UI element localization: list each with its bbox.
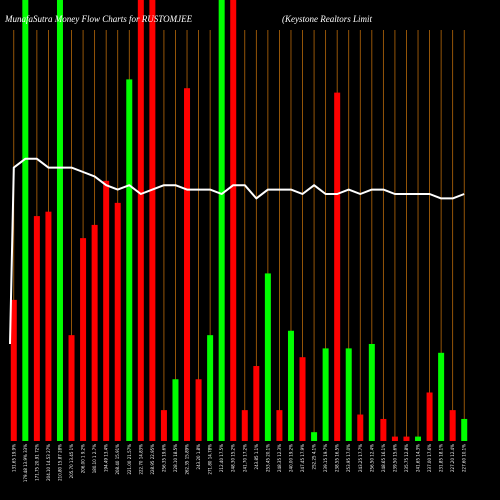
x-tick-label: 205.70 13.45 1% (69, 444, 74, 479)
x-tick-label: 204.10 14.53 27% (46, 444, 51, 481)
bar (403, 436, 410, 441)
bar (160, 410, 167, 441)
x-tick-label: 237.00 17.6% (427, 444, 432, 472)
bar (137, 0, 144, 441)
x-tick-label: 243.20 1.8% (196, 444, 201, 470)
x-tick-label: 243.25 17.7% (358, 444, 363, 472)
bar (461, 418, 468, 441)
x-tick-label: 180.10 1 2.7% (92, 444, 97, 473)
x-tick-label: 208.40 15.91% (115, 444, 120, 475)
bar (276, 410, 283, 441)
bar (368, 343, 375, 441)
money-flow-line-layer (9, 157, 465, 345)
bar (91, 224, 98, 441)
bar (345, 348, 352, 441)
bar (334, 92, 341, 442)
bar (253, 366, 260, 441)
x-tick-label: 253.45 20.1% (265, 444, 270, 472)
x-tick-label: 206.00 1 9.2% (81, 444, 86, 473)
x-tick-label: 243.85 1.1% (254, 444, 259, 470)
bars (10, 0, 468, 442)
x-tick-label: 247.45 17.9% (300, 444, 305, 472)
bar (80, 238, 87, 441)
bar (114, 202, 121, 441)
bar (207, 335, 214, 441)
bar (126, 79, 133, 441)
bar (426, 392, 433, 441)
x-tick-label: 227.60 10.1% (462, 444, 467, 472)
x-tick-label: 228.95 22.95% (150, 444, 155, 475)
bar (287, 330, 294, 441)
bar (195, 379, 202, 441)
bar (449, 410, 456, 441)
bar (438, 352, 445, 441)
bar (264, 273, 271, 441)
bar (218, 0, 225, 441)
x-tick-label: 131.65 19.9% (11, 444, 16, 472)
x-tick-label: 271.80 14.78% (208, 444, 213, 475)
x-tick-label: 221.00 21.57% (127, 444, 132, 475)
x-tick-label: 179.48 13.9% 33% (23, 444, 28, 482)
bar (241, 410, 248, 441)
x-tick-label: 228.10 18.5% (173, 444, 178, 472)
x-tick-label: 256.35 19.6% (161, 444, 166, 472)
x-tick-label: 253.95 17.0% (346, 444, 351, 472)
x-tick-label: 171.75 20.91 72% (34, 444, 39, 481)
x-tick-label: 262.35 15.89% (185, 444, 190, 475)
x-tick-label: 248.35 12.3% (277, 444, 282, 472)
bar (10, 299, 17, 441)
bar (68, 335, 75, 441)
x-tick-label: 239.50 15.6% (392, 444, 397, 472)
bar (299, 357, 306, 441)
bar (56, 0, 63, 441)
bar (415, 436, 422, 441)
bar (311, 432, 318, 441)
x-tick-label: 227.20 12.4% (450, 444, 455, 472)
x-tick-label: 248.30 15.2% (231, 444, 236, 472)
bar (357, 414, 364, 441)
bar (380, 418, 387, 441)
bar (149, 0, 156, 441)
bar (33, 216, 40, 441)
x-tick-labels: 131.65 19.9% 179.48 13.9% 33% 171.75 20.91… (11, 444, 466, 482)
x-tick-label: 239.15 19.7% (323, 444, 328, 472)
x-tick-label: 194.49 13.4% (104, 444, 109, 472)
money-flow-line (9, 157, 465, 345)
bar (103, 180, 110, 441)
bar (230, 0, 237, 441)
chart-title: MunafaSutra Money Flow Charts for RUSTOM… (4, 14, 193, 24)
x-tick-label: 222.70 14.83% (138, 444, 143, 475)
x-tick-label: 241.65 14.3% (416, 444, 421, 472)
bar (184, 88, 191, 441)
x-tick-label: 248.65 16.1% (381, 444, 386, 472)
x-tick-label: 235.75 12.8% (404, 444, 409, 472)
x-tick-label: 241.70 17.2% (242, 444, 247, 472)
chart-subtitle: (Keystone Realtors Limit (282, 14, 372, 24)
bar (391, 436, 398, 441)
x-tick-label: 256.50 12.4% (369, 444, 374, 472)
x-tick-label: 238.55 16.5% (335, 444, 340, 472)
x-tick-label: 240.00 19.2% (288, 444, 293, 472)
x-tick-label: 231.85 18.1% (439, 444, 444, 472)
bar (172, 379, 179, 441)
bar (22, 0, 29, 441)
x-tick-label: 210.80 15.87 28% (57, 444, 62, 481)
x-tick-label: 212.40 17.5% (219, 444, 224, 472)
bar (45, 211, 52, 441)
x-tick-label: 252.25 4.1% (312, 444, 317, 470)
bar (322, 348, 329, 441)
